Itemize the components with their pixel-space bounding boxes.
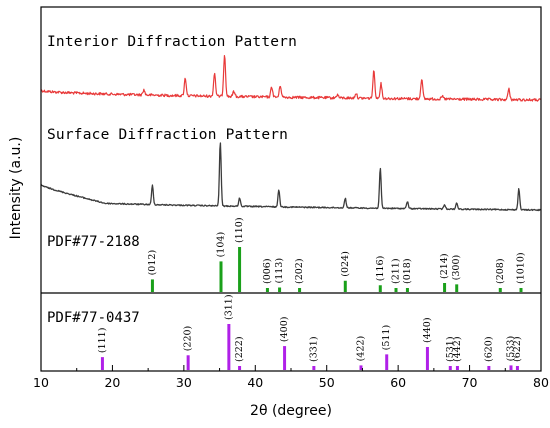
hkl-label: (620) [483,336,494,362]
hkl-label: (220) [183,326,194,352]
pdf-77-0437-sticks: (111) (220) (311) (222) (400) (331) (422) (511)… [97,294,523,370]
surface-pattern-line [40,142,542,212]
x-tick-label: 40 [247,375,263,390]
x-axis-ticks: 10 20 30 40 50 60 70 80 [33,365,549,390]
hkl-label: (222) [234,336,245,362]
hkl-label: (104) [216,232,227,258]
hkl-label: (202) [294,258,305,284]
diffraction-traces [40,54,542,212]
hkl-label: (442) [452,336,463,362]
x-tick-label: 30 [176,375,192,390]
hkl-label: (116) [375,256,386,282]
hkl-label: (533) [506,336,517,362]
x-tick-label: 70 [462,375,478,390]
y-axis-label: Intensity (a.u.) [8,137,24,240]
x-axis-label: 2θ (degree) [250,403,332,419]
x-tick-label: 80 [533,375,549,390]
interior-pattern-label: Interior Diffraction Pattern [47,34,297,50]
hkl-label: (006) [262,258,273,284]
hkl-label: (111) [97,328,108,354]
pdf-77-0437-label: PDF#77-0437 [47,310,140,326]
hkl-label: (012) [147,250,158,276]
hkl-label: (622) [512,336,523,362]
pdf-77-2188-label: PDF#77-2188 [47,234,140,250]
hkl-label: (440) [422,317,433,343]
hkl-label: (018) [402,258,413,284]
x-tick-label: 60 [390,375,406,390]
hkl-label: (214) [439,253,450,279]
hkl-label: (331) [308,336,319,362]
surface-pattern-label: Surface Diffraction Pattern [47,127,288,143]
hkl-label: (211) [391,258,402,284]
hkl-label: (300) [451,255,462,281]
x-tick-label: 10 [33,375,49,390]
hkl-label: (113) [274,258,285,284]
x-tick-label: 50 [319,375,335,390]
hkl-label: (400) [279,317,290,343]
x-tick-label: 20 [104,375,120,390]
hkl-label: (024) [340,251,351,277]
pdf-77-2188-sticks: (012) (104) (110) (006) (113) (202) (024) (116)… [147,217,527,292]
interior-pattern-line [40,54,542,102]
hkl-label: (208) [495,258,506,284]
hkl-label: (531) [445,336,456,362]
hkl-label: (511) [381,325,392,351]
hkl-label: (422) [356,336,367,362]
hkl-label: (110) [234,217,245,243]
hkl-label: (311) [223,294,234,320]
hkl-label: (1010) [516,252,527,284]
